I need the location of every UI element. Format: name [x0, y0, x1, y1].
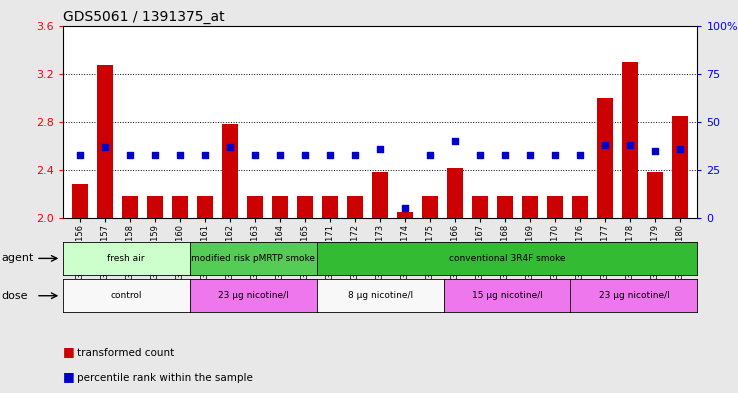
Point — [224, 144, 236, 150]
Point — [174, 151, 186, 158]
Bar — [547, 196, 563, 218]
Bar — [672, 116, 688, 218]
Bar — [197, 196, 213, 218]
Bar — [447, 167, 463, 218]
Text: 8 μg nicotine/l: 8 μg nicotine/l — [348, 291, 413, 300]
Text: control: control — [111, 291, 142, 300]
Text: fresh air: fresh air — [108, 254, 145, 263]
Bar — [72, 184, 89, 218]
Point — [549, 151, 561, 158]
Text: 23 μg nicotine/l: 23 μg nicotine/l — [218, 291, 289, 300]
Point — [100, 144, 111, 150]
Point — [199, 151, 211, 158]
Bar — [272, 196, 289, 218]
Text: agent: agent — [1, 253, 34, 263]
Point — [249, 151, 261, 158]
Bar — [497, 196, 513, 218]
Text: conventional 3R4F smoke: conventional 3R4F smoke — [449, 254, 565, 263]
Text: 23 μg nicotine/l: 23 μg nicotine/l — [599, 291, 669, 300]
Bar — [97, 65, 114, 218]
Point — [499, 151, 511, 158]
Point — [599, 142, 611, 148]
Bar — [172, 196, 188, 218]
Point — [574, 151, 586, 158]
Point — [424, 151, 436, 158]
Text: ■: ■ — [63, 370, 75, 383]
Bar — [372, 173, 388, 218]
Bar — [572, 196, 588, 218]
Bar — [222, 124, 238, 218]
Bar — [322, 196, 338, 218]
Bar — [646, 173, 663, 218]
Text: GDS5061 / 1391375_at: GDS5061 / 1391375_at — [63, 10, 224, 24]
Text: transformed count: transformed count — [77, 348, 175, 358]
Bar — [522, 196, 538, 218]
Text: ■: ■ — [63, 345, 75, 358]
Text: modified risk pMRTP smoke: modified risk pMRTP smoke — [191, 254, 315, 263]
Point — [275, 151, 286, 158]
Bar — [347, 196, 363, 218]
Point — [524, 151, 536, 158]
Bar — [297, 196, 313, 218]
Bar — [422, 196, 438, 218]
Point — [349, 151, 361, 158]
Point — [624, 142, 636, 148]
Point — [399, 205, 411, 211]
Bar — [622, 62, 638, 218]
Text: percentile rank within the sample: percentile rank within the sample — [77, 373, 253, 383]
Point — [75, 151, 86, 158]
Point — [299, 151, 311, 158]
Point — [674, 146, 686, 152]
Bar — [397, 212, 413, 218]
Bar — [472, 196, 488, 218]
Point — [374, 146, 386, 152]
Bar — [147, 196, 163, 218]
Point — [649, 147, 661, 154]
Text: 15 μg nicotine/l: 15 μg nicotine/l — [472, 291, 542, 300]
Bar — [247, 196, 263, 218]
Point — [474, 151, 486, 158]
Point — [449, 138, 461, 144]
Bar — [122, 196, 138, 218]
Point — [324, 151, 336, 158]
Text: dose: dose — [1, 291, 28, 301]
Point — [149, 151, 161, 158]
Point — [124, 151, 136, 158]
Bar — [597, 98, 613, 218]
